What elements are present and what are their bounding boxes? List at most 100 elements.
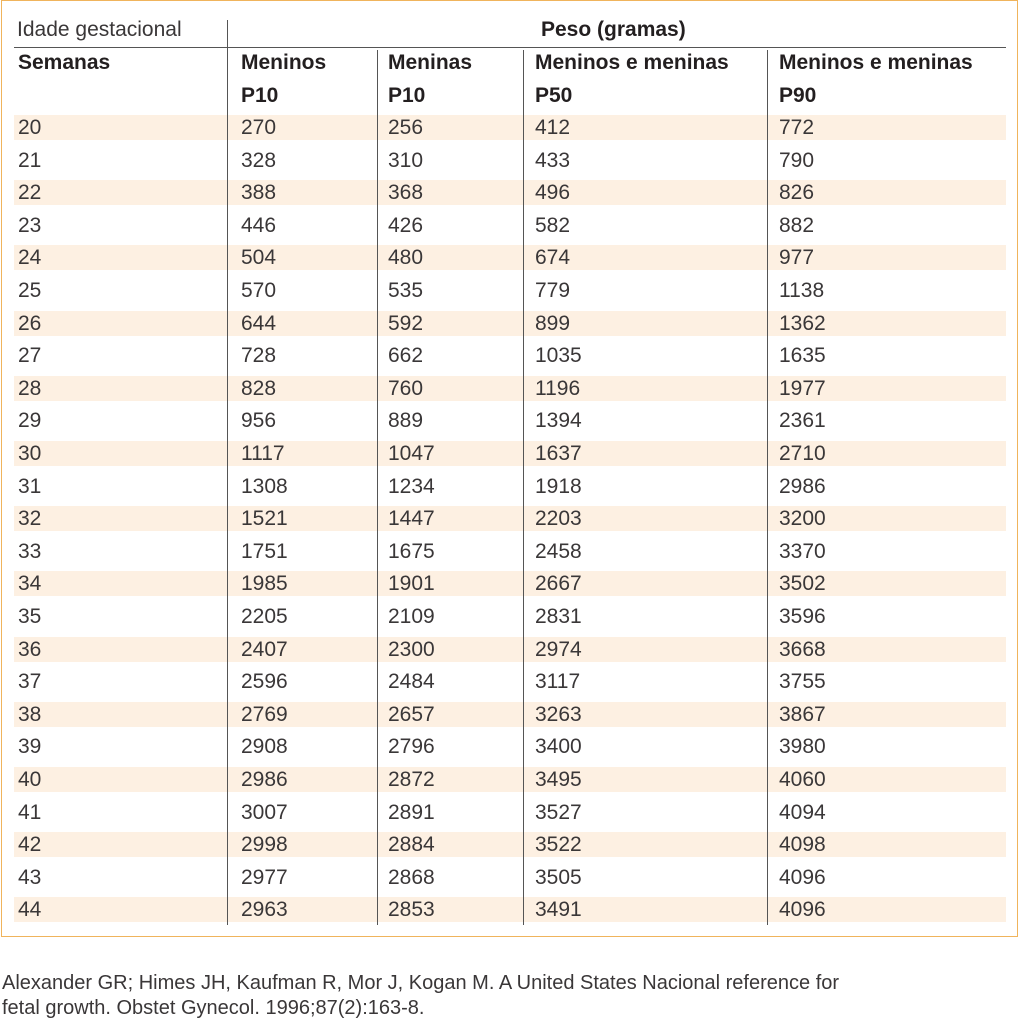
girls-p10-cell: 1901 [388,572,435,596]
boys-p10-cell: 728 [241,344,277,368]
table-row: 22 388 368 496 826 [14,180,1006,206]
table-frame [1,0,1018,937]
weeks-cell: 26 [18,311,42,335]
weeks-cell: 34 [18,572,42,596]
both-p50-cell: 779 [535,279,571,302]
weeks-cell: 33 [18,539,42,563]
both-p90-cell: 790 [779,148,815,172]
table-row: 32 1521 1447 2203 3200 [14,506,1006,532]
both-p50-cell: 3263 [535,702,582,726]
both-p50-cell: 3400 [535,735,582,759]
both-p50-cell: 433 [535,148,571,172]
table-row: 23 446 426 582 882 [14,213,1006,238]
both-p90-cell: 2361 [779,409,826,433]
citation-line-1: Alexander GR; Himes JH, Kaufman R, Mor J… [2,972,840,994]
girls-p10-cell: 310 [388,148,424,172]
weeks-cell: 38 [18,702,42,726]
boys-p10-cell: 504 [241,246,277,270]
girls-p10-cell: 2109 [388,605,435,628]
table-row: 30 1117 1047 1637 2710 [14,441,1006,466]
boys-p10-cell: 2407 [241,637,288,661]
weeks-cell: 40 [18,768,42,791]
girls-p10-cell: 2796 [388,735,435,759]
boys-p10-cell: 270 [241,116,277,139]
table-row: 33 1751 1675 2458 3370 [14,539,1006,564]
boys-p10-cell: 828 [241,376,277,400]
boys-p10-cell: 644 [241,311,277,335]
boys-p10-cell: 2908 [241,735,288,759]
boys-p10-cell: 388 [241,181,277,205]
weeks-cell: 30 [18,442,42,465]
both-p50-cell: 1196 [535,376,581,400]
table-row: 28 828 760 1196 1977 [14,375,1006,401]
header-rule [14,47,1006,48]
boys-p10-cell: 2596 [241,670,288,694]
weeks-cell: 25 [18,279,42,302]
both-p50-cell: 899 [535,311,571,335]
boys-p10-cell: 2205 [241,605,288,628]
both-p90-cell: 2710 [779,442,826,465]
both-p90-cell: 4098 [779,833,826,857]
boys-p10-cell: 328 [241,148,277,172]
weight-header: Peso (gramas) [541,18,686,41]
girls-p10-cell: 592 [388,311,424,335]
boys-p10-cell: 2986 [241,768,288,791]
girls-p10-cell: 2484 [388,670,435,694]
both-p90-cell: 3755 [779,670,826,694]
girls-p10-cell: 368 [388,181,424,205]
girls-p10-cell: 2872 [388,768,435,791]
girls-p10-header-line2: P10 [388,84,426,107]
both-p90-cell: 3596 [779,605,826,628]
boys-p10-cell: 570 [241,279,277,302]
girls-p10-header-line1: Meninas [388,51,473,74]
table-row: 29 956 889 1394 2361 [14,408,1006,433]
both-p90-cell: 4094 [779,800,826,824]
divider-both-p50 [523,50,524,925]
weeks-cell: 21 [18,148,42,172]
table-row: 38 2769 2657 3263 3867 [14,701,1006,727]
girls-p10-cell: 1675 [388,539,435,563]
both-p50-cell: 3505 [535,865,582,889]
both-p50-cell: 3522 [535,833,582,857]
weeks-cell: 44 [18,898,42,922]
both-p90-cell: 1635 [779,344,826,368]
girls-p10-cell: 2891 [388,800,435,824]
boys-p10-cell: 446 [241,213,277,237]
girls-p10-cell: 662 [388,344,424,368]
table-row: 24 504 480 674 977 [14,245,1006,271]
boys-p10-cell: 2998 [241,833,288,857]
boys-p10-cell: 1308 [241,474,288,498]
boys-p10-header-line2: P10 [241,84,279,107]
both-p90-cell: 3980 [779,735,826,759]
weeks-cell: 32 [18,507,42,531]
both-p90-cell: 3867 [779,702,826,726]
girls-p10-cell: 2868 [388,865,435,889]
both-p50-cell: 496 [535,181,571,205]
girls-p10-cell: 2884 [388,833,435,857]
both-p90-cell: 2986 [779,474,826,498]
girls-p10-cell: 760 [388,376,424,400]
both-p90-header-line2: P90 [779,84,817,107]
divider-both-p90 [767,50,768,925]
weeks-cell: 31 [18,474,42,498]
both-p50-cell: 582 [535,213,571,237]
boys-p10-cell: 3007 [241,800,288,824]
both-p90-cell: 3668 [779,637,826,661]
girls-p10-cell: 480 [388,246,424,270]
both-p50-cell: 2203 [535,507,582,531]
table-row: 43 2977 2868 3505 4096 [14,865,1006,890]
both-p50-cell: 3495 [535,768,582,791]
both-p50-cell: 1918 [535,474,582,498]
both-p90-cell: 4060 [779,768,826,791]
boys-p10-cell: 2977 [241,865,288,889]
divider-weight-section [227,20,228,925]
weeks-cell: 37 [18,670,42,694]
girls-p10-cell: 1047 [388,442,435,465]
both-p90-cell: 1138 [779,279,825,302]
both-p50-header-line1: Meninos e meninas [535,51,729,74]
both-p90-cell: 826 [779,181,815,205]
girls-p10-cell: 889 [388,409,424,433]
table-row: 21 328 310 433 790 [14,148,1006,173]
boys-p10-cell: 1751 [241,539,288,563]
boys-p10-cell: 1521 [241,507,288,531]
